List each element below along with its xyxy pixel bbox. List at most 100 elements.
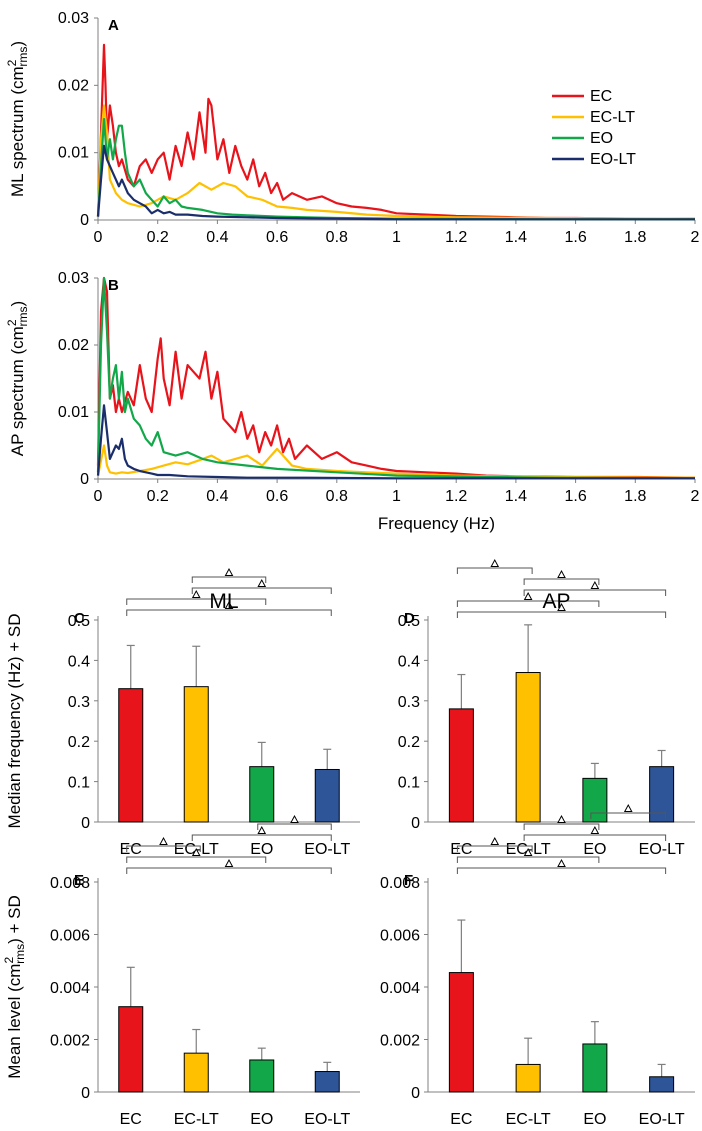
bar-ec-lt [183, 686, 209, 823]
bar-ec [118, 688, 144, 823]
significance-bracket [523, 578, 600, 585]
panel-label: C [74, 610, 85, 627]
panel-title: ML [209, 590, 238, 613]
x-tick-label: 2 [691, 488, 700, 505]
y-tick-label: 0.02 [58, 77, 89, 94]
significance-marker [557, 858, 566, 867]
significance-marker [224, 600, 234, 609]
x-tick-label: 0.6 [266, 229, 288, 246]
bar-eo [249, 1059, 275, 1093]
significance-bracket [191, 576, 267, 583]
significance-marker [557, 602, 566, 611]
x-tick-label: 1.6 [564, 229, 586, 246]
y-tick-label: 0.3 [398, 694, 420, 711]
series-line-eo-lt [96, 404, 695, 480]
significance-marker [490, 558, 500, 567]
y-tick-label: 0.5 [68, 613, 90, 630]
x-tick-label: EC [450, 841, 472, 858]
significance-bracket [191, 587, 332, 594]
bar-ec [448, 708, 474, 823]
significance-marker [590, 580, 600, 589]
y-tick-label: 0.004 [380, 980, 420, 997]
bar-eo [249, 766, 275, 823]
bar-eo-lt [314, 1071, 340, 1093]
y-tick-label: 0.03 [58, 10, 89, 27]
x-tick-label: EO-LT [639, 1111, 685, 1128]
x-tick-label: 1.8 [624, 488, 646, 505]
panel-c-ml-median-frequency: 00.10.20.30.40.5ECEC-LTEOEO-LTCMLMedian … [5, 567, 360, 858]
y-tick-label: 0 [81, 815, 90, 832]
y-tick-label: 0 [81, 1085, 90, 1102]
significance-bracket [456, 600, 600, 607]
y-tick-label: 0.2 [68, 734, 90, 751]
y-tick-label: 0 [80, 471, 89, 488]
significance-bracket [126, 867, 332, 874]
bar-ec [118, 1006, 144, 1093]
legend-label-eo: EO [590, 130, 613, 147]
series-line-eo [96, 276, 696, 480]
significance-marker [290, 814, 299, 823]
panel-label: B [108, 277, 119, 294]
x-tick-label: EO [250, 1111, 273, 1128]
y-axis-label: Median frequency (Hz) + SD [5, 614, 24, 829]
x-tick-label: 1.4 [505, 229, 527, 246]
x-tick-label: 1.8 [624, 229, 646, 246]
x-tick-label: 0.2 [147, 229, 169, 246]
x-tick-label: EC [450, 1111, 472, 1128]
y-tick-label: 0.5 [398, 613, 420, 630]
significance-marker [191, 589, 201, 598]
significance-bracket [126, 609, 332, 616]
significance-marker [191, 847, 201, 856]
y-tick-label: 0.006 [380, 928, 420, 945]
y-tick-label: 0.2 [398, 734, 420, 751]
legend-label-eo-lt: EO-LT [590, 151, 636, 168]
y-tick-label: 0.02 [58, 337, 89, 354]
y-tick-label: 0.3 [68, 694, 90, 711]
significance-marker [523, 847, 533, 856]
significance-marker [257, 578, 267, 587]
series-line-ec-lt [96, 444, 696, 479]
x-tick-label: 0.4 [206, 229, 228, 246]
bar-eo-lt [649, 766, 675, 823]
significance-marker [557, 814, 566, 823]
x-tick-label: EC-LT [506, 1111, 551, 1128]
significance-bracket [523, 823, 600, 830]
y-tick-label: 0.002 [50, 1033, 90, 1050]
legend-label-ec-lt: EC-LT [590, 109, 635, 126]
y-tick-label: 0.008 [50, 875, 90, 892]
significance-bracket [456, 856, 600, 863]
significance-marker [224, 567, 234, 576]
y-tick-label: 0 [80, 212, 89, 229]
x-tick-label: 0.2 [147, 488, 169, 505]
significance-bracket [257, 823, 332, 830]
significance-bracket [126, 856, 267, 863]
bar-eo-lt [314, 768, 340, 823]
x-tick-label: 1.2 [445, 488, 467, 505]
y-tick-label: 0.01 [58, 145, 89, 162]
panel-label: A [108, 17, 119, 34]
y-tick-label: 0.4 [68, 653, 90, 670]
y-tick-label: 0 [411, 815, 420, 832]
significance-bracket [456, 845, 533, 852]
significance-bracket [523, 834, 667, 841]
bar-ec [448, 972, 474, 1093]
x-tick-label: 1 [392, 229, 401, 246]
significance-marker [490, 836, 500, 845]
x-tick-label: 1 [392, 488, 401, 505]
x-tick-label: 0 [94, 488, 103, 505]
series-line-eo [96, 117, 695, 221]
significance-bracket [126, 598, 267, 605]
x-tick-label: EO-LT [639, 841, 685, 858]
y-axis-label: Mean level (cm2rms) + SD [2, 895, 27, 1079]
y-tick-label: 0.002 [380, 1033, 420, 1050]
bar-ec-lt [515, 672, 541, 823]
y-axis-label: ML spectrum (cm2rms) [5, 41, 30, 197]
x-tick-label: EO-LT [304, 841, 350, 858]
series-line-eo-lt [96, 144, 695, 221]
x-tick-label: EO-LT [304, 1111, 350, 1128]
bar-ec-lt [515, 1063, 541, 1093]
legend-label-ec: EC [590, 88, 612, 105]
x-tick-label: EC [120, 841, 142, 858]
